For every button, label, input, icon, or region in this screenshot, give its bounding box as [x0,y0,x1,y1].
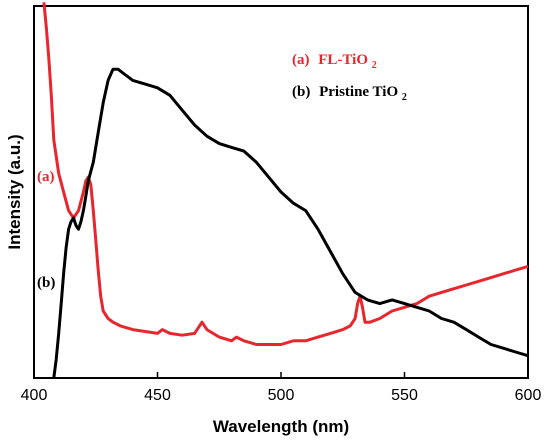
x-tick-label: 550 [391,387,418,404]
plot-area: 400 450 500 550 600 [21,2,542,404]
x-tick-label: 500 [268,387,295,404]
legend-b-prefix: (b) [292,84,310,100]
series-layer [42,2,529,379]
legend-a-text: FL-TiO [318,52,368,68]
legend-entry-b: (b) Pristine TiO 2 [292,84,407,103]
legend-b-sub: 2 [402,92,407,103]
legend-entry-a: (a) FL-TiO 2 [292,52,377,71]
x-tick-label: 400 [21,387,48,404]
x-axis-label: Wavelength (nm) [213,417,349,436]
curve-label-b: (b) [37,275,55,291]
series-line-a [42,2,529,346]
curve-label-a: (a) [37,169,55,185]
x-tick-label: 600 [515,387,542,404]
series-line-b [52,67,529,379]
y-axis-label: Intensity (a.u.) [5,134,24,249]
legend: (a) FL-TiO 2 (b) Pristine TiO 2 [292,52,407,103]
x-tick-label: 450 [144,387,171,404]
legend-a-prefix: (a) [292,52,310,68]
legend-b-text: Pristine TiO [319,84,398,100]
x-axis-ticks: 400 450 500 550 600 [21,372,542,404]
legend-a-sub: 2 [372,60,377,71]
